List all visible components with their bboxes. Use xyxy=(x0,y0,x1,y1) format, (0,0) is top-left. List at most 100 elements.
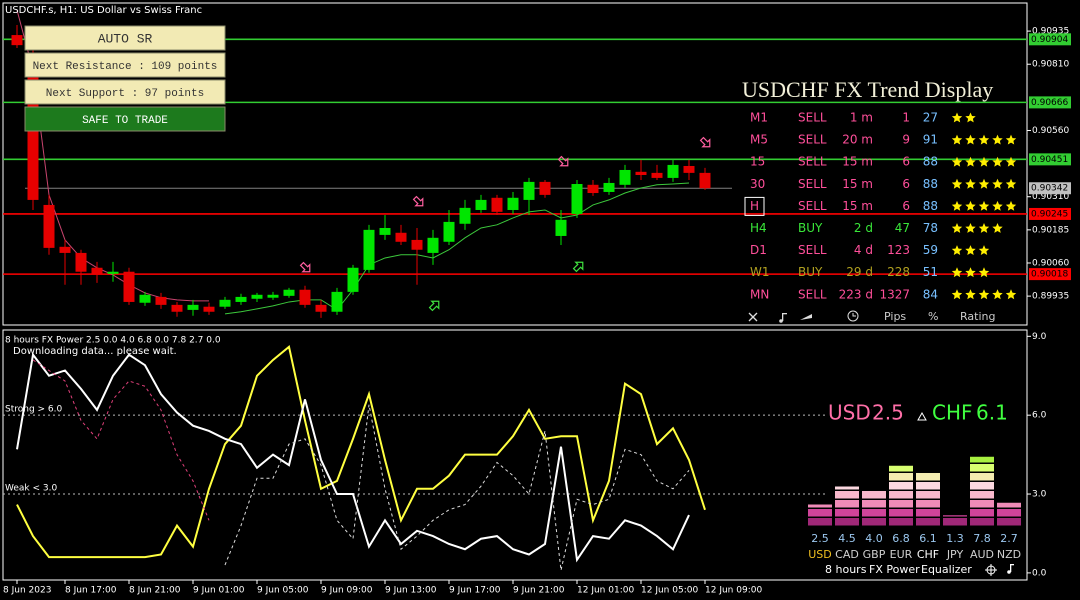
equalizer-segment xyxy=(862,518,886,526)
equalizer-segment xyxy=(889,465,913,472)
equalizer-footer[interactable]: Equalizer xyxy=(921,563,972,576)
signal: SELL xyxy=(798,287,827,301)
y-tick-label: 0.90560 xyxy=(1032,126,1069,136)
sound-icon[interactable] xyxy=(779,313,787,323)
equalizer-segment xyxy=(970,491,994,499)
power-line xyxy=(224,404,690,571)
indicator-status: Downloading data... please wait. xyxy=(13,346,177,357)
timeframe[interactable]: W1 xyxy=(750,265,770,279)
star xyxy=(992,223,1003,233)
sell-arrows xyxy=(299,136,711,273)
equalizer-segment xyxy=(916,500,940,508)
candle-body xyxy=(91,267,103,274)
candle-body xyxy=(363,229,375,270)
signal: BUY xyxy=(798,265,823,279)
indicator-panel-frame xyxy=(2,329,1028,581)
selected-row-box xyxy=(744,196,765,216)
equalizer-segment xyxy=(889,500,913,508)
currency-label: USD xyxy=(808,548,832,561)
x-tick-label: 8 Jun 2023 xyxy=(3,586,51,596)
candle-body xyxy=(699,172,711,189)
rating-stars xyxy=(951,223,1003,233)
star xyxy=(965,289,976,300)
equalizer-segment xyxy=(970,456,994,463)
threshold-label: Weak < 3.0 xyxy=(5,484,57,494)
column-header: % xyxy=(928,310,938,323)
candle-body xyxy=(203,306,215,312)
equalizer-segment xyxy=(808,518,832,526)
x-tick-label: 9 Jun 17:00 xyxy=(449,586,501,596)
currency-name: CHF xyxy=(932,401,973,425)
y-tick-label: 6.0 xyxy=(1032,411,1047,421)
equalizer-bar xyxy=(835,486,859,526)
x-tick-label: 8 Jun 17:00 xyxy=(65,586,117,596)
candle-body xyxy=(603,182,615,192)
rating-stars xyxy=(951,134,1017,145)
star xyxy=(992,289,1003,300)
currency-strength: 6.1 xyxy=(976,401,1008,425)
timeframe[interactable]: D1 xyxy=(750,243,767,257)
pips: 6 xyxy=(902,155,910,169)
bar-value-label: 6.8 xyxy=(892,532,910,545)
power-line xyxy=(16,345,706,559)
y-tick-label: 0.0 xyxy=(1032,568,1047,578)
timeframe[interactable]: MN xyxy=(750,287,769,301)
candle-body xyxy=(555,219,567,236)
star xyxy=(965,223,976,233)
y-tick-label: 9.0 xyxy=(1032,332,1047,342)
star xyxy=(978,245,990,255)
equalizer-segment xyxy=(916,518,940,526)
equalizer-footer[interactable]: FX Power xyxy=(869,563,920,576)
sr-level-box xyxy=(1029,153,1071,166)
clock-icon[interactable] xyxy=(847,310,859,322)
main-chart: 0.90935 0.90810 0.90560 0.90310 0.90185 0.900… xyxy=(3,10,1071,596)
close-icon[interactable] xyxy=(748,312,758,322)
timeframe[interactable]: M5 xyxy=(750,133,768,147)
timeframe[interactable]: M1 xyxy=(750,111,768,125)
delta-icon xyxy=(917,411,927,421)
currency-label: NZD xyxy=(997,548,1021,561)
equalizer-footer[interactable]: 8 hours xyxy=(825,563,867,576)
next-support: Next Support : 97 points xyxy=(46,88,204,100)
y-tick-label: 0.90060 xyxy=(1032,258,1069,268)
candle-body xyxy=(219,299,231,307)
star xyxy=(951,267,963,278)
auto-sr-box xyxy=(24,25,226,51)
candle-body xyxy=(123,271,135,302)
bar-value-label: 4.5 xyxy=(838,532,856,545)
star xyxy=(951,112,963,123)
chart-icon[interactable] xyxy=(800,314,812,320)
timeframe[interactable]: H4 xyxy=(750,221,767,235)
star xyxy=(965,112,976,123)
auto-sr-title: AUTO SR xyxy=(98,31,153,46)
next-resistance: Next Resistance : 109 points xyxy=(33,61,218,73)
equalizer-bar xyxy=(889,465,913,526)
bar-value-label: 2.5 xyxy=(811,532,829,545)
bar-value-label: 1.3 xyxy=(946,532,964,545)
timeframe[interactable]: H xyxy=(750,199,759,213)
duration: 15 m xyxy=(842,177,873,191)
percent: 88 xyxy=(923,155,938,169)
star xyxy=(978,200,990,211)
pips: 47 xyxy=(895,221,910,235)
rating-stars xyxy=(951,200,1017,211)
candle-body xyxy=(139,294,151,303)
candle-body xyxy=(651,172,663,178)
y-tick-label: 0.89935 xyxy=(1032,292,1069,302)
star xyxy=(1005,156,1017,167)
timeframe[interactable]: 15 xyxy=(750,155,765,169)
candle-body xyxy=(235,296,247,302)
candle-body xyxy=(155,296,167,305)
candle-body xyxy=(331,291,343,312)
timeframe[interactable]: 30 xyxy=(750,177,765,191)
percent: 51 xyxy=(923,265,938,279)
duration: 20 m xyxy=(842,133,873,147)
note-icon[interactable] xyxy=(1007,564,1014,574)
sr-level-label: 0.90245 xyxy=(1031,209,1068,219)
equalizer-segment xyxy=(970,509,994,517)
star xyxy=(1005,134,1017,145)
crosshair-icon[interactable] xyxy=(985,564,997,576)
equalizer-segment xyxy=(943,518,967,526)
candle-body xyxy=(43,204,55,248)
